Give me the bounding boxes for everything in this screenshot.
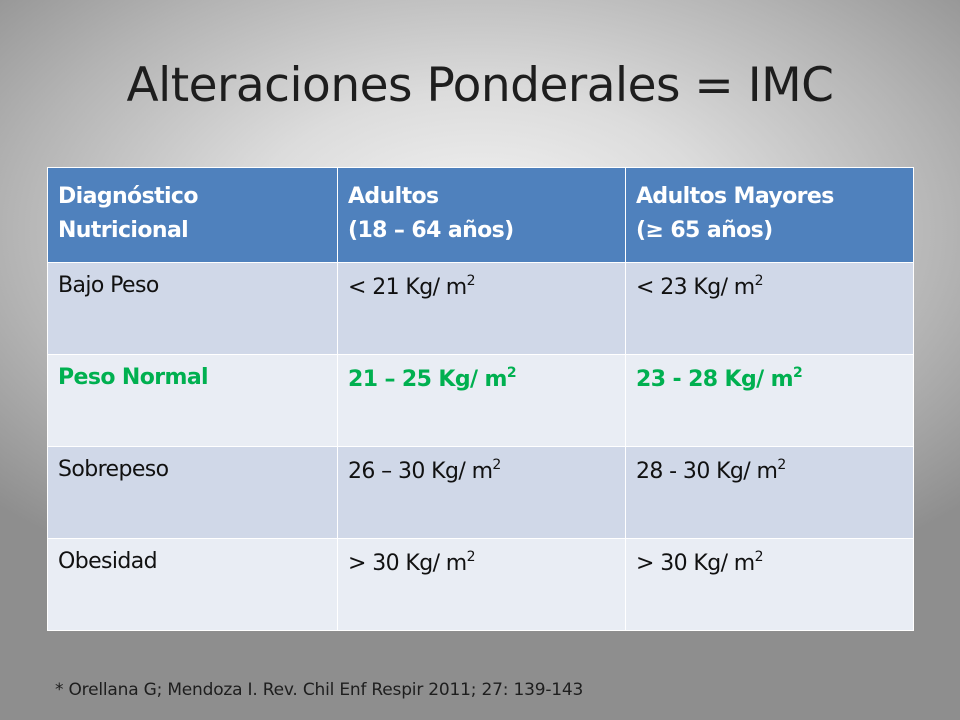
unit-exponent: 2 <box>506 365 517 381</box>
cell-adultos: > 30 Kg/ m2 <box>337 538 626 631</box>
cell-adultos: < 21 Kg/ m2 <box>337 262 626 355</box>
cell-diagnostico: Sobrepeso <box>47 446 338 539</box>
table-row-peso-normal: Peso Normal 21 – 25 Kg/ m2 23 - 28 Kg/ m… <box>47 354 914 447</box>
cell-diagnostico: Bajo Peso <box>47 262 338 355</box>
header-adultos: Adultos (18 – 64 años) <box>337 167 626 263</box>
cell-mayores: 28 - 30 Kg/ m2 <box>625 446 914 539</box>
cell-value: < 21 Kg/ m <box>348 275 467 300</box>
table-row-sobrepeso: Sobrepeso 26 – 30 Kg/ m2 28 - 30 Kg/ m2 <box>47 446 914 539</box>
header-line: (18 – 64 años) <box>348 218 514 243</box>
unit-exponent: 2 <box>754 549 764 565</box>
unit-exponent: 2 <box>492 457 501 473</box>
table-row-obesidad: Obesidad > 30 Kg/ m2 > 30 Kg/ m2 <box>47 538 914 631</box>
cell-mayores: 23 - 28 Kg/ m2 <box>625 354 914 447</box>
cell-mayores: > 30 Kg/ m2 <box>625 538 914 631</box>
header-line: Nutricional <box>58 218 189 243</box>
header-line: Adultos <box>348 184 439 209</box>
cell-value: > 30 Kg/ m <box>348 551 467 576</box>
unit-exponent: 2 <box>777 457 786 473</box>
header-line: Adultos Mayores <box>636 184 834 209</box>
header-diagnostico: Diagnóstico Nutricional <box>47 167 338 263</box>
cell-value: > 30 Kg/ m <box>636 551 755 576</box>
cell-diagnostico: Obesidad <box>47 538 338 631</box>
unit-exponent: 2 <box>466 549 476 565</box>
bmi-table: Diagnóstico Nutricional Adultos (18 – 64… <box>47 167 914 631</box>
cell-value: 28 - 30 Kg/ m <box>636 459 778 484</box>
header-line: (≥ 65 años) <box>636 218 773 243</box>
cell-value: 23 - 28 Kg/ m <box>636 367 794 392</box>
cell-diagnostico: Peso Normal <box>47 354 338 447</box>
cell-adultos: 26 – 30 Kg/ m2 <box>337 446 626 539</box>
unit-exponent: 2 <box>466 273 476 289</box>
cell-mayores: < 23 Kg/ m2 <box>625 262 914 355</box>
unit-exponent: 2 <box>792 365 803 381</box>
cell-value: 26 – 30 Kg/ m <box>348 459 493 484</box>
slide-title: Alteraciones Ponderales = IMC <box>126 58 834 113</box>
table-row-bajo-peso: Bajo Peso < 21 Kg/ m2 < 23 Kg/ m2 <box>47 262 914 355</box>
unit-exponent: 2 <box>754 273 764 289</box>
table-header-row: Diagnóstico Nutricional Adultos (18 – 64… <box>47 167 914 263</box>
header-adultos-mayores: Adultos Mayores (≥ 65 años) <box>625 167 914 263</box>
cell-value: < 23 Kg/ m <box>636 275 755 300</box>
cell-value: 21 – 25 Kg/ m <box>348 367 507 392</box>
reference-citation: * Orellana G; Mendoza I. Rev. Chil Enf R… <box>55 680 584 700</box>
header-line: Diagnóstico <box>58 184 198 209</box>
cell-adultos: 21 – 25 Kg/ m2 <box>337 354 626 447</box>
